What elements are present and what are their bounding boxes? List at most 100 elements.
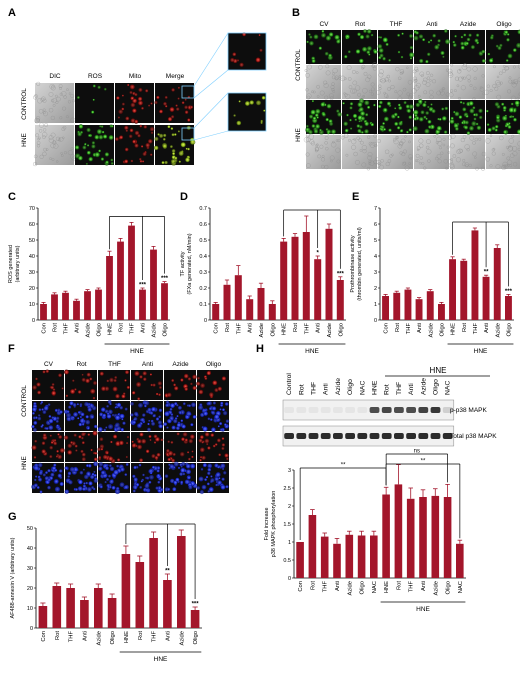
cell-spot (186, 469, 191, 474)
panel-b-image (412, 65, 450, 99)
panel-b-col-label: CV (319, 21, 329, 28)
cell-spot (367, 29, 372, 34)
cell-spot (219, 408, 221, 410)
bar (80, 600, 89, 628)
cell-spot (382, 122, 385, 125)
bar (53, 586, 62, 628)
x-tick-label: Azide (495, 323, 501, 338)
cell-spot (378, 105, 381, 108)
bar (292, 237, 299, 320)
panel-b-col-label: THF (390, 21, 403, 28)
panel-b-image (413, 99, 449, 135)
x-tick-label: NAC (372, 581, 378, 593)
bar (309, 515, 317, 578)
cell-spot (80, 416, 82, 418)
bar (150, 250, 157, 320)
cell-spot (459, 115, 463, 119)
cell-spot (327, 104, 332, 109)
cell-spot (346, 37, 349, 40)
cell-spot (93, 462, 98, 467)
panel-a-col-mito: Mito (129, 73, 142, 80)
x-tick-label: THF (406, 323, 412, 335)
panel-b-image (485, 135, 520, 170)
panel-letter-e: E (352, 191, 359, 203)
cell-spot (474, 39, 478, 43)
cell-spot (145, 89, 148, 92)
cell-spot (188, 377, 192, 381)
cell-spot (428, 41, 431, 44)
cell-spot (79, 124, 84, 129)
cell-spot (93, 99, 95, 101)
significance-label: *** (337, 271, 345, 277)
bar (106, 256, 113, 320)
panel-b-row-label: CONTROL (295, 49, 302, 81)
cell-spot (33, 421, 37, 425)
cell-spot (85, 378, 90, 383)
cell-spot (82, 453, 86, 457)
cell-spot (35, 378, 38, 381)
x-tick-label: Anti (82, 631, 88, 641)
cell-spot (256, 100, 261, 105)
cell-spot (462, 107, 466, 111)
cell-spot (466, 42, 469, 45)
cell-spot (509, 107, 514, 112)
cell-spot (217, 438, 221, 442)
cell-spot (115, 422, 120, 427)
significance-label: ns (414, 449, 420, 455)
cell-spot (345, 129, 349, 133)
cell-spot (430, 39, 432, 41)
panel-b-image (486, 30, 520, 64)
panel-a-image-hne-ros (75, 124, 114, 166)
cell-spot (476, 34, 479, 37)
bar (95, 290, 102, 320)
panel-f-image (64, 370, 97, 400)
significance-label: *** (139, 283, 147, 289)
cell-spot (93, 471, 95, 473)
cell-spot (505, 115, 507, 117)
cell-spot (487, 123, 490, 126)
cell-spot (410, 46, 413, 49)
cell-spot (215, 484, 218, 487)
zoom-line (194, 70, 228, 98)
cell-spot (379, 101, 383, 105)
cell-spot (56, 425, 58, 427)
x-tick-label: Azide (152, 323, 158, 338)
cell-spot (404, 101, 407, 104)
cell-spot (94, 457, 98, 461)
cell-spot (120, 467, 125, 472)
cell-spot (141, 145, 144, 148)
blot-lane-label: HNE (372, 380, 379, 395)
cell-spot (106, 380, 109, 383)
cell-spot (81, 432, 86, 437)
cell-spot (188, 476, 191, 479)
cell-spot (186, 464, 191, 469)
cell-spot (79, 423, 83, 427)
tile-background (378, 135, 413, 169)
cell-spot (112, 486, 116, 490)
cell-spot (213, 445, 216, 448)
y-tick-label: 0.6 (199, 222, 207, 228)
cell-spot (65, 466, 68, 469)
cell-spot (37, 391, 41, 395)
x-tick-label: Azide (428, 323, 434, 338)
cell-spot (82, 423, 85, 426)
blot-band (431, 407, 441, 413)
cell-spot (348, 50, 351, 53)
cell-spot (173, 383, 176, 386)
cell-spot (200, 383, 205, 388)
cell-spot (103, 134, 107, 138)
panel-b-col-label: Azide (460, 21, 477, 28)
bar (73, 301, 80, 320)
panel-a-image-control-dic (33, 82, 75, 123)
cell-spot (167, 392, 172, 397)
y-tick-label: 2 (374, 286, 377, 292)
cell-spot (471, 121, 476, 126)
cell-spot (154, 146, 159, 151)
group-label: HNE (416, 606, 430, 613)
y-tick-label: 0.4 (199, 254, 207, 260)
cell-spot (223, 471, 227, 475)
blot-lane-label: Anti (323, 383, 330, 395)
cell-spot (259, 49, 262, 52)
blot-lane-label: THF (396, 382, 403, 395)
cell-spot (134, 120, 138, 124)
